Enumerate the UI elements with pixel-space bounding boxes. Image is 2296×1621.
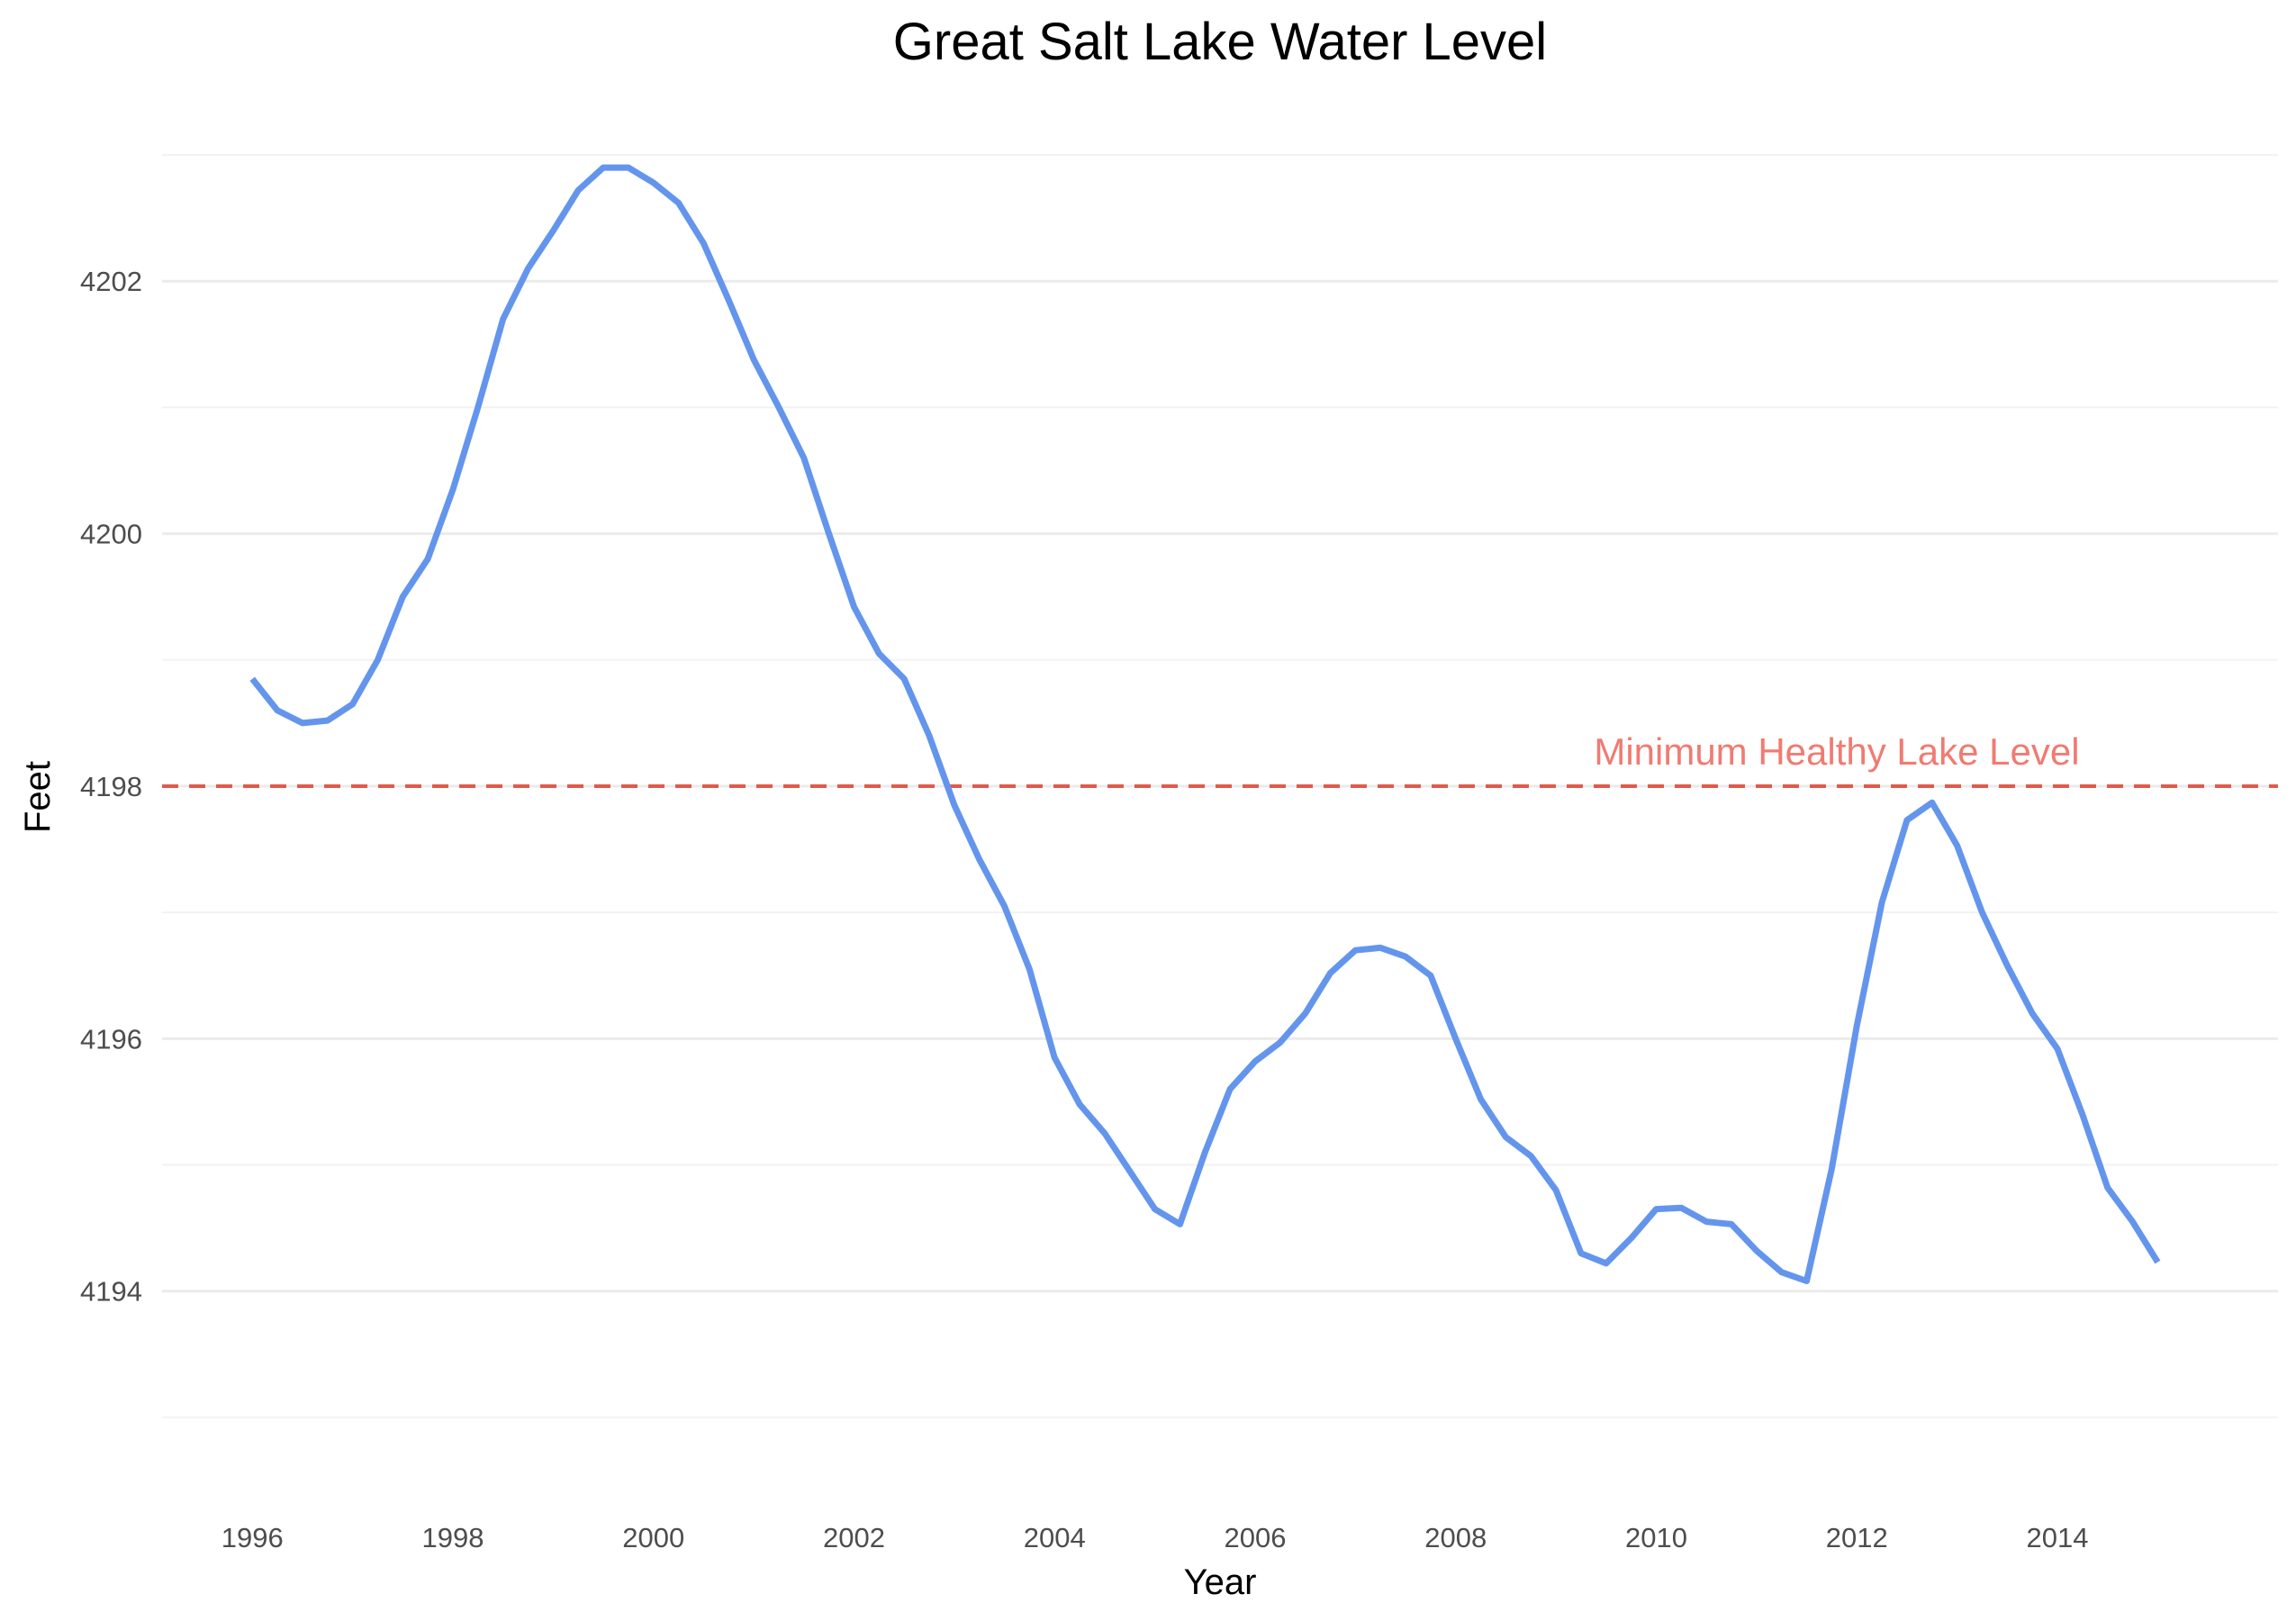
x-tick-label: 1996 bbox=[221, 1522, 284, 1553]
x-tick-label: 2008 bbox=[1424, 1522, 1487, 1553]
x-tick-label: 2014 bbox=[2026, 1522, 2088, 1553]
x-tick-label: 2004 bbox=[1024, 1522, 1086, 1553]
reference-line-label: Minimum Healthy Lake Level bbox=[1594, 730, 2079, 773]
x-tick-label: 2006 bbox=[1224, 1522, 1286, 1553]
y-tick-label: 4194 bbox=[80, 1276, 142, 1308]
y-tick-label: 4196 bbox=[80, 1023, 142, 1055]
reference-layer: Minimum Healthy Lake Level bbox=[162, 730, 2278, 788]
x-tick-label: 2012 bbox=[1826, 1522, 1888, 1553]
water-level-series-line bbox=[249, 164, 2161, 1284]
x-axis-ticks: 1996 1998 2000 2002 2004 2006 2008 2010 2012 2014 bbox=[221, 1522, 2089, 1553]
chart-title: Great Salt Lake Water Level bbox=[893, 13, 1547, 71]
y-tick-label: 4200 bbox=[80, 519, 142, 550]
y-axis-ticks: 4194 4196 4198 4200 4202 bbox=[80, 266, 142, 1307]
y-axis-title: Feet bbox=[18, 761, 58, 833]
x-tick-label: 2000 bbox=[622, 1522, 684, 1553]
x-tick-label: 2002 bbox=[823, 1522, 885, 1553]
x-axis-title: Year bbox=[1184, 1562, 1257, 1602]
x-tick-label: 2010 bbox=[1625, 1522, 1687, 1553]
minor-gridlines bbox=[162, 154, 2278, 1418]
x-tick-label: 1998 bbox=[422, 1522, 484, 1553]
series-layer bbox=[249, 164, 2161, 1284]
y-tick-label: 4198 bbox=[80, 771, 142, 802]
y-tick-label: 4202 bbox=[80, 266, 142, 297]
